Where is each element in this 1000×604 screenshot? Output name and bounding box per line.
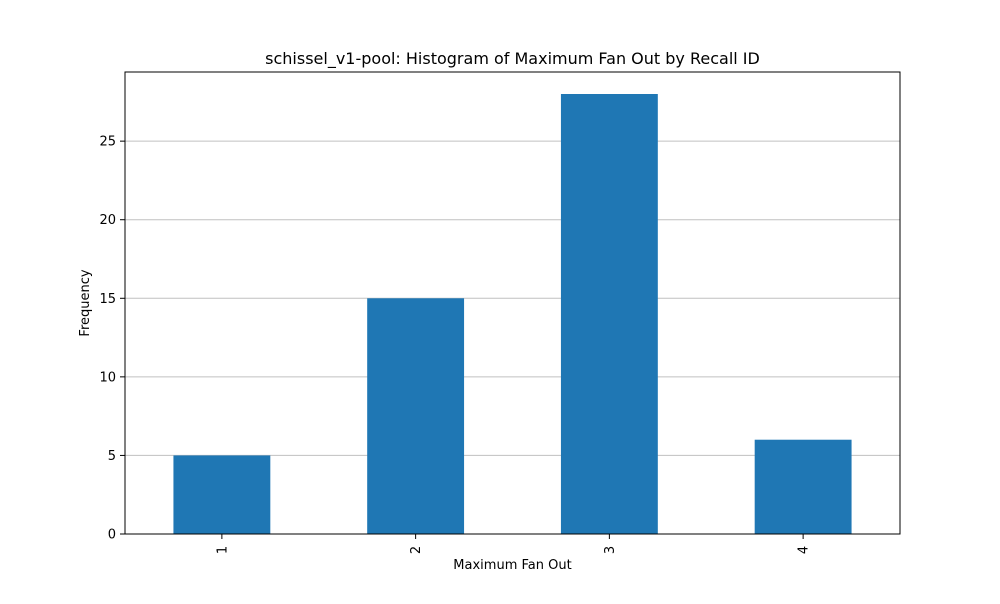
plot-frame [124,71,901,535]
x-tick-label: 2 [409,546,424,554]
y-tick-label: 10 [99,370,116,385]
bars [173,94,852,534]
y-axis-ticks: 0 5 10 15 20 25 [99,135,125,543]
bar-4 [754,439,852,534]
x-axis-label: Maximum Fan Out [453,558,571,573]
x-tick-label: 3 [603,546,618,554]
y-tick-label: 5 [108,449,116,464]
y-tick-label: 15 [99,292,116,307]
y-tick-label: 20 [99,213,116,228]
chart-title: schissel_v1-pool: Histogram of Maximum F… [265,49,760,69]
y-axis-label: Frequency [78,269,93,336]
y-tick-label: 25 [99,135,116,150]
x-axis-ticks: 1 2 3 4 [215,534,812,554]
x-tick-label: 4 [797,546,812,554]
bar-2 [367,298,465,534]
grid-lines [125,140,900,456]
y-tick-label: 0 [108,528,116,543]
bar-1 [173,455,271,534]
x-tick-label: 1 [215,546,230,554]
bar-3 [560,94,658,534]
